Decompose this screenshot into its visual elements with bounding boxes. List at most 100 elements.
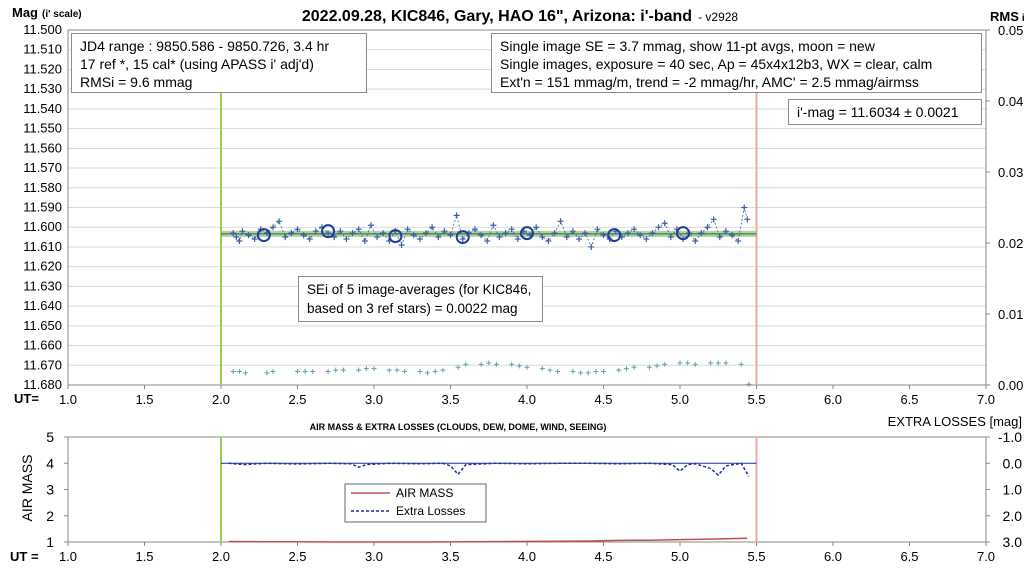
bottom-x-tick-label: 4.5 bbox=[594, 549, 612, 564]
legend-box bbox=[344, 483, 487, 523]
rms-point bbox=[654, 363, 660, 369]
bottom-chart-marks bbox=[220, 437, 758, 543]
image-mag-point bbox=[741, 204, 748, 211]
info-right-line-2: Single images, exposure = 40 sec, Ap = 4… bbox=[500, 56, 933, 72]
top-x-tick-label: 3.5 bbox=[441, 392, 459, 407]
bottom-x-tick-label: 6.0 bbox=[824, 549, 842, 564]
image-mag-point bbox=[649, 230, 656, 237]
info-left-line-3: RMSi = 9.6 mmag bbox=[80, 74, 193, 90]
image-mag-point bbox=[312, 228, 319, 235]
image-mag-point bbox=[735, 238, 742, 245]
image-mag-point bbox=[233, 234, 240, 241]
image-mag-point bbox=[404, 226, 411, 233]
image-mag-point bbox=[270, 224, 277, 231]
top-x-tick-label: 2.5 bbox=[288, 392, 306, 407]
bottom-right-ticks: -1.0 0.0 1.0 2.0 3.0 bbox=[986, 429, 1022, 550]
top-y-tick-label: 11.560 bbox=[23, 140, 62, 155]
top-y-tick-label: 11.500 bbox=[23, 22, 62, 37]
top-x-tick-label: 1.5 bbox=[135, 392, 153, 407]
image-mag-point bbox=[245, 232, 252, 239]
top-y2-tick-label: 0.00 bbox=[998, 378, 1023, 393]
rms-point bbox=[631, 364, 637, 370]
rms-point bbox=[333, 367, 339, 373]
rms-point bbox=[478, 361, 484, 367]
image-mag-point bbox=[471, 226, 478, 233]
top-y-tick-label: 11.640 bbox=[23, 298, 62, 313]
left-axis-label: Mag (i' scale) bbox=[12, 5, 82, 20]
legend-air-mass-label: AIR MASS bbox=[396, 486, 453, 500]
left-axis-label-main: Mag bbox=[12, 5, 38, 20]
average-point bbox=[321, 224, 336, 239]
rms-point bbox=[230, 369, 236, 375]
image-mag-point bbox=[631, 226, 638, 233]
bottom-x-tick-label: 5.0 bbox=[671, 549, 689, 564]
bottom-left-ticks: 5 4 3 2 1 bbox=[46, 429, 68, 550]
bottom-x-tick-label: 7.0 bbox=[977, 549, 995, 564]
bottom-y-tick-label: 1 bbox=[46, 534, 54, 550]
image-mag-point bbox=[698, 230, 705, 237]
info-left-line-1: JD4 range : 9850.586 - 9850.726, 3.4 hr bbox=[80, 38, 330, 54]
image-mag-point bbox=[398, 241, 405, 248]
top-x-tick-label: 5.0 bbox=[671, 392, 689, 407]
image-mag-point bbox=[551, 230, 558, 237]
rms-point bbox=[325, 369, 331, 375]
image-mag-point bbox=[374, 234, 381, 241]
image-mag-point bbox=[416, 236, 423, 243]
image-mag-point bbox=[600, 232, 607, 239]
top-y-tick-label: 11.600 bbox=[23, 219, 62, 234]
image-mag-point bbox=[306, 236, 313, 243]
image-mags-line bbox=[232, 207, 748, 248]
bottom-x-tick-label: 6.5 bbox=[900, 549, 918, 564]
rms-point bbox=[509, 361, 515, 367]
bottom-chart-title: AIR MASS & EXTRA LOSSES (CLOUDS, DEW, DO… bbox=[310, 422, 607, 432]
info-box-right: Single image SE = 3.7 mmag, show 11-pt a… bbox=[491, 33, 982, 93]
top-y-tick-label: 11.610 bbox=[23, 239, 62, 254]
top-y-tick-label: 11.620 bbox=[23, 259, 62, 274]
rms-point bbox=[463, 361, 469, 367]
rms-point bbox=[723, 360, 729, 366]
top-x-tick-label: 2.0 bbox=[212, 392, 230, 407]
legend-extra-losses-label: Extra Losses bbox=[396, 504, 465, 518]
top-x-tick-label: 4.0 bbox=[518, 392, 536, 407]
chart-title-version: - v2928 bbox=[698, 10, 738, 24]
image-mag-point bbox=[441, 228, 448, 235]
image-mag-point bbox=[643, 236, 650, 243]
rms-point bbox=[662, 361, 668, 367]
rms-point bbox=[264, 370, 270, 376]
bottom-x-tick-label: 1.0 bbox=[59, 549, 77, 564]
image-mag-point bbox=[539, 234, 546, 241]
rms-point bbox=[738, 361, 744, 367]
rms-point bbox=[677, 360, 683, 366]
top-y-tick-label: 11.660 bbox=[23, 338, 62, 353]
image-mag-point bbox=[661, 220, 668, 227]
rms-point bbox=[242, 370, 248, 376]
rms-point bbox=[270, 369, 276, 375]
top-x-tick-label: 3.0 bbox=[365, 392, 383, 407]
image-mag-point bbox=[667, 234, 674, 241]
air-mass-line bbox=[228, 537, 748, 543]
image-mag-point bbox=[545, 238, 552, 245]
top-y-tick-label: 11.550 bbox=[23, 121, 62, 136]
image-mag-point bbox=[704, 224, 711, 231]
image-mag-point bbox=[435, 234, 442, 241]
top-y-tick-label: 11.590 bbox=[23, 200, 62, 215]
bottom-x-ticks: 1.0 1.5 2.0 2.5 3.0 3.5 4.0 4.5 5.0 5.5 6.0 6.5 7.0 bbox=[59, 542, 995, 564]
rms-point bbox=[692, 361, 698, 367]
image-mag-point bbox=[276, 218, 283, 225]
rms-point bbox=[236, 369, 242, 375]
image-mag-point bbox=[447, 232, 454, 239]
image-mag-point bbox=[710, 216, 717, 223]
image-mag-point bbox=[569, 228, 576, 235]
average-point bbox=[676, 226, 691, 241]
right-axis-label-main: RMS bbox=[990, 9, 1019, 24]
image-mag-point bbox=[459, 236, 466, 243]
rms-point bbox=[425, 370, 431, 376]
image-mag-point bbox=[716, 234, 723, 241]
average-point bbox=[607, 228, 622, 243]
top-chart-marks bbox=[220, 88, 758, 387]
image-mag-point bbox=[582, 230, 589, 237]
image-mag-point bbox=[624, 230, 631, 237]
info-right-line-3: Ext'n = 151 mmag/m, trend = -2 mmag/hr, … bbox=[500, 74, 919, 90]
rms-point bbox=[371, 366, 377, 372]
image-mag-point bbox=[508, 226, 515, 233]
